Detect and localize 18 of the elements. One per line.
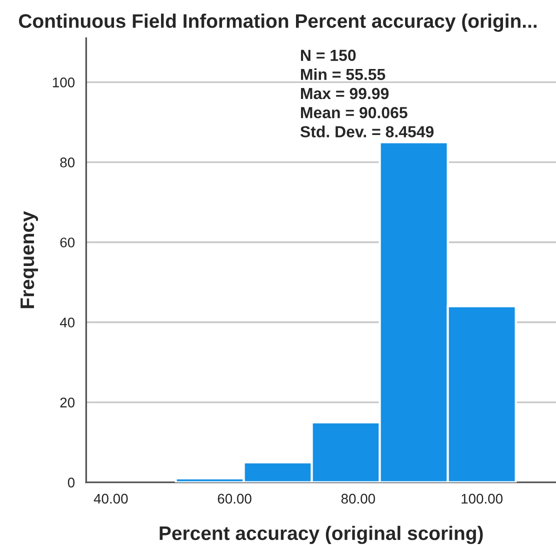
- y-tick-label: 100: [52, 78, 75, 88]
- y-tick-label: 60: [60, 238, 75, 248]
- annotation: Min = 55.55: [301, 68, 386, 80]
- y-tick-label: 40: [60, 318, 75, 328]
- chart-title: Continuous Field Information Percent accuracy (origin...: [18, 14, 537, 32]
- annotation: Std. Dev. = 8.4549: [300, 126, 434, 138]
- y-tick-label: 80: [60, 158, 75, 168]
- annotation: N = 150: [301, 50, 356, 61]
- x-tick-label: 100.00: [462, 494, 503, 504]
- y-tick-label: 0: [68, 478, 75, 488]
- annotation: Mean = 90.065: [301, 106, 408, 118]
- x-tick-label: 60.00: [218, 494, 252, 504]
- y-axis-title: Frequency: [20, 211, 38, 308]
- x-tick-label: 40.00: [94, 494, 128, 504]
- x-tick-label: 80.00: [341, 494, 376, 504]
- x-axis-title: Percent accuracy (original scoring): [160, 526, 483, 544]
- annotation: Max = 99.99: [301, 88, 389, 100]
- y-tick-label: 20: [60, 398, 75, 408]
